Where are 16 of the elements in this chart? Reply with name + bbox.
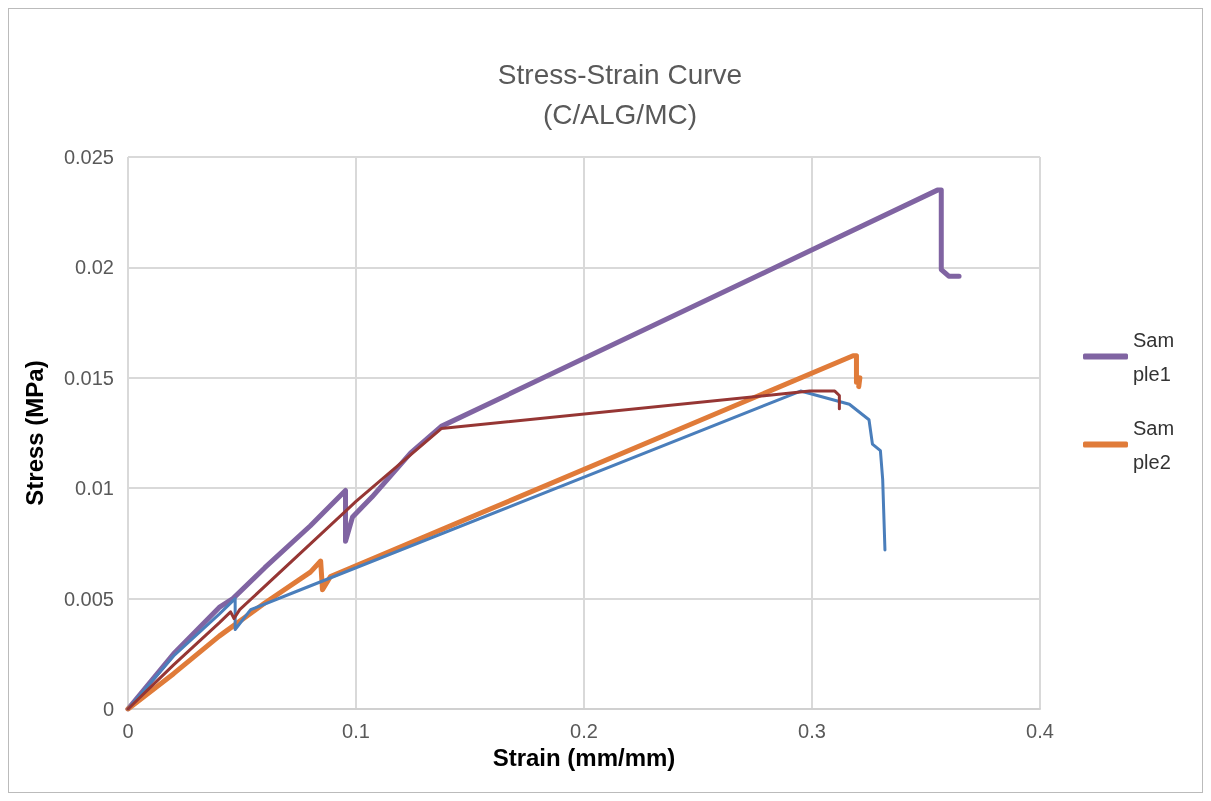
x-tick-label: 0 xyxy=(122,720,134,742)
x-tick-label: 0.1 xyxy=(342,720,370,742)
x-tick-label: 0.2 xyxy=(570,720,598,742)
y-tick-label: 0.02 xyxy=(75,256,114,279)
y-tick-label: 0 xyxy=(102,698,114,720)
x-axis-title: Strain (mm/mm) xyxy=(492,744,676,772)
chart-title: Stress-Strain Curve (C/ALG/MC) xyxy=(497,58,743,130)
x-tick-label: 0.3 xyxy=(798,720,826,742)
y-tick-label: 0.005 xyxy=(63,587,114,610)
y-tick-label: 0.01 xyxy=(75,477,114,500)
y-tick-label: 0.025 xyxy=(63,146,114,168)
y-axis-title: Stress (MPa) xyxy=(20,360,48,506)
legend-label: Sample2 xyxy=(1133,416,1175,473)
y-tick-label: 0.015 xyxy=(63,366,114,389)
x-tick-label: 0.4 xyxy=(1026,720,1054,742)
legend-label: Sample1 xyxy=(1133,328,1175,385)
